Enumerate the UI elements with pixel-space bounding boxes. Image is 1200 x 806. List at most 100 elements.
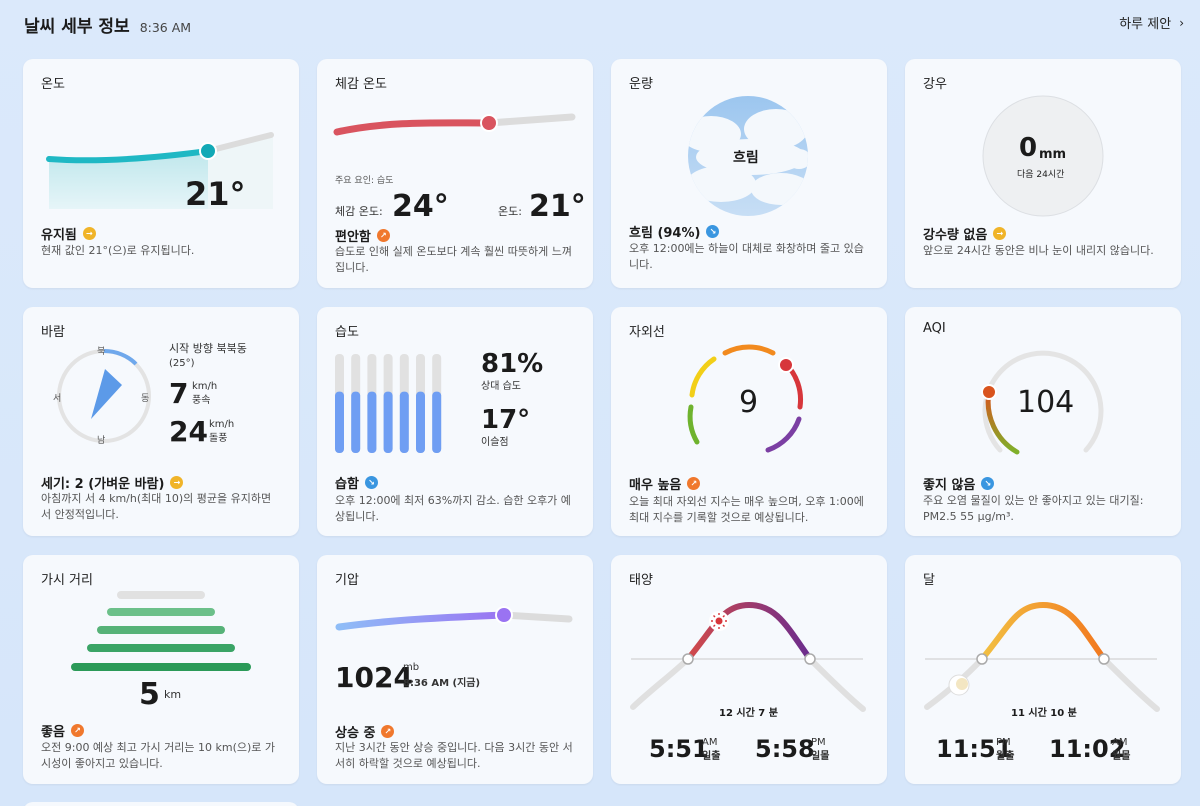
moon-duration: 11 시간 10 분 (1011, 708, 1077, 719)
daylight-duration: 12 시간 7 분 (719, 708, 778, 719)
card-title: 가시 거리 (41, 573, 93, 588)
wind-card[interactable]: 바람 북 동 남 서 시작 방향 북북동 (25°) 7 km/h 풍속 24 … (23, 307, 299, 536)
next-card-partial[interactable] (23, 802, 299, 806)
wind-direction: 시작 방향 북북동 (169, 342, 247, 355)
card-title: 달 (923, 573, 935, 588)
trend-down-icon: ↘ (981, 477, 995, 490)
visibility-status: 좋음 ↗ (41, 721, 84, 740)
temperature-trend-chart (46, 132, 274, 209)
cloud-center-label: 흐림 (733, 150, 759, 166)
card-title: 자외선 (629, 325, 665, 340)
updated-time: 8:36 AM (139, 20, 192, 35)
humidity-bar-fill (432, 391, 442, 453)
uv-gauge (687, 344, 803, 453)
visibility-value: 5 (139, 677, 160, 712)
uv-card[interactable]: 자외선 9 매우 높음 ↗ 오늘 최대 자외선 지수는 매우 높으며, 오후 1:… (611, 307, 887, 536)
humidity-status: 습함 ↘ (335, 473, 378, 492)
sun-arc-chart (630, 601, 866, 712)
visibility-desc: 오전 9:00 예상 최고 가시 거리는 10 km(으)로 가시성이 좋아지고… (41, 741, 276, 770)
temperature-desc: 현재 값인 21°(으)로 유지됩니다. (41, 244, 195, 257)
cloud-cover-card[interactable]: 운량 흐림 흐림 (94%) ↘ 오후 12:00에는 하늘이 대체로 화창하며 … (611, 59, 887, 288)
current-temp-marker (199, 142, 217, 160)
humidity-value: 81% (481, 349, 544, 379)
compass-west: 서 (53, 394, 62, 404)
wind-gust-unit: km/h (209, 419, 235, 430)
visibility-bars (71, 591, 251, 671)
card-title: 태양 (629, 573, 653, 588)
precipitation-circle (982, 95, 1104, 217)
aqi-card[interactable]: AQI 104 좋지 않음 ↘ 주요 오염 물질이 있는 안 좋아지고 있는 대기… (905, 307, 1181, 536)
daily-suggestion-link[interactable]: 하루 제안 › (1119, 13, 1184, 33)
uv-marker (778, 357, 794, 373)
humidity-card[interactable]: 습도 81% 상대 습도 17° 이슬점 습함 ↘ 오후 12:00에 최저 63… (317, 307, 593, 536)
trend-steady-icon: → (993, 227, 1007, 240)
pressure-desc: 지난 3시간 동안 상승 중입니다. 다음 3시간 동안 서서히 하락할 것으로… (335, 741, 573, 770)
trend-up-icon: ↗ (687, 477, 701, 490)
humidity-desc: 오후 12:00에 최저 63%까지 감소. 습한 오후가 예상됩니다. (335, 494, 571, 523)
moonset-label: 월몰 (1112, 751, 1131, 762)
uv-desc: 오늘 최대 자외선 지수는 매우 높으며, 오후 1:00에 최대 지수를 기록… (629, 495, 864, 524)
trend-steady-icon: → (82, 227, 96, 240)
card-title: 체감 온도 (335, 77, 387, 92)
main-factor: 주요 요인: 습도 (335, 176, 394, 186)
wind-direction-deg: (25°) (169, 358, 195, 369)
compass-north: 북 (97, 347, 106, 357)
precip-window: 다음 24시간 (1017, 170, 1065, 180)
precip-status: 강수량 없음 → (923, 224, 1007, 243)
cloud-desc: 오후 12:00에는 하늘이 대체로 화창하며 줄고 있습니다. (629, 242, 864, 271)
sun-icon (709, 611, 729, 631)
actual-temp-value: 21° (529, 189, 586, 224)
temperature-value: 21° (185, 175, 246, 213)
aqi-gauge (981, 350, 1104, 455)
wind-status: 세기: 2 (가벼운 바람) → (41, 473, 184, 492)
sun-card[interactable]: 태양 12 시간 7 분 5:51 AM 일출 5:58 PM 일몰 (611, 555, 887, 784)
wind-speed-label: 풍속 (192, 395, 211, 406)
sunrise-time: 5:51 (649, 735, 709, 763)
moon-card[interactable]: 달 11 시간 10 분 11:51 PM 월출 11:02 AM 월몰 (905, 555, 1181, 784)
precipitation-card[interactable]: 강우 0 mm 다음 24시간 강수량 없음 → 앞으로 24시간 동안은 비나 … (905, 59, 1181, 288)
compass-south: 남 (97, 436, 106, 446)
sunset-time: 5:58 (755, 735, 815, 763)
trend-up-icon: ↗ (376, 229, 390, 242)
cloud-cover-circle (688, 96, 808, 216)
pressure-value: 1024 (335, 661, 413, 694)
pressure-time: 8:36 AM (지금) (403, 678, 481, 689)
wind-gust-value: 24 (169, 415, 208, 448)
feels-like-card[interactable]: 체감 온도 주요 요인: 습도 체감 온도: 24° 온도: 21° 편안함 ↗ … (317, 59, 593, 288)
temperature-card[interactable]: 온도 21° 유지됨 → 현재 값인 21°(으)로 유지됩니다. (23, 59, 299, 288)
wind-speed-value: 7 (169, 377, 189, 410)
uv-status: 매우 높음 ↗ (629, 474, 701, 493)
trend-up-icon: ↗ (381, 725, 395, 738)
feels-like-desc: 습도로 인해 실제 온도보다 계속 훨씬 따뜻하게 느껴집니다. (335, 245, 572, 274)
pressure-card[interactable]: 기압 1024 mb 8:36 AM (지금) 상승 중 ↗ 지난 3시간 동안 … (317, 555, 593, 784)
moonrise-label: 월출 (996, 751, 1015, 762)
wind-gust-label: 돌풍 (209, 433, 228, 444)
feels-like-value: 24° (392, 189, 449, 224)
page-header: 날씨 세부 정보 8:36 AM (24, 12, 191, 38)
humidity-value-label: 상대 습도 (481, 381, 521, 392)
cloud-status: 흐림 (94%) ↘ (629, 222, 720, 241)
precip-unit: mm (1039, 147, 1067, 162)
sunrise-label: 일출 (702, 751, 721, 762)
daily-suggestion-label: 하루 제안 (1119, 17, 1172, 32)
visibility-unit: km (164, 688, 182, 701)
feels-like-label: 체감 온도: (335, 205, 383, 218)
card-title: 강우 (923, 77, 947, 92)
card-title: 운량 (629, 77, 653, 92)
humidity-bars (335, 354, 442, 453)
aqi-marker (981, 384, 997, 400)
page-title: 날씨 세부 정보 (24, 17, 130, 37)
feels-like-status: 편안함 ↗ (335, 226, 390, 245)
compass-east: 동 (141, 394, 150, 404)
pressure-status: 상승 중 ↗ (335, 722, 395, 741)
pressure-trend-bar (335, 606, 573, 631)
moonset-time: 11:02 (1049, 735, 1126, 763)
visibility-card[interactable]: 가시 거리 5 km 좋음 ↗ 오전 9:00 예상 최고 가시 거리는 10 k… (23, 555, 299, 784)
moonrise-ampm: PM (996, 737, 1011, 748)
humidity-bar-fill (399, 391, 409, 453)
wind-desc: 아침까지 서 4 km/h(최대 10)의 평균을 유지하면서 안정적입니다. (41, 492, 272, 521)
wind-compass (57, 348, 151, 443)
card-title: AQI (923, 321, 946, 336)
card-title: 바람 (41, 325, 65, 340)
aqi-status: 좋지 않음 ↘ (923, 474, 995, 493)
